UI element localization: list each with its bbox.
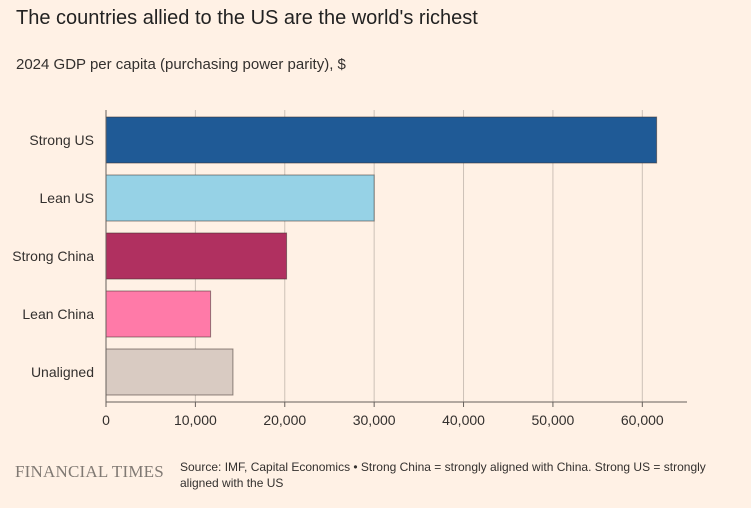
bar-strong-us (105, 116, 658, 164)
category-label: Lean US (40, 190, 94, 206)
chart-title: The countries allied to the US are the w… (16, 7, 478, 29)
x-tick-label: 20,000 (263, 412, 306, 428)
x-tick-label: 10,000 (174, 412, 217, 428)
x-tick-label: 40,000 (442, 412, 485, 428)
x-tick-label: 50,000 (532, 412, 575, 428)
x-tick-label: 30,000 (353, 412, 396, 428)
category-label: Strong US (29, 132, 94, 148)
bars (105, 116, 658, 396)
bar-strong-china (105, 232, 288, 280)
bar-unaligned (105, 348, 234, 396)
chart-subtitle: 2024 GDP per capita (purchasing power pa… (16, 56, 346, 73)
bar-lean-china (105, 290, 212, 338)
x-axis: 0 10,000 20,000 30,000 40,000 50,000 60,000 (102, 110, 687, 428)
category-label: Lean China (22, 306, 94, 322)
bar-lean-us (105, 174, 375, 222)
category-label: Strong China (12, 248, 94, 264)
category-label: Unaligned (31, 364, 94, 380)
x-tick-label: 60,000 (621, 412, 664, 428)
ft-logo: FINANCIAL TIMES (15, 462, 164, 481)
x-tick-label: 0 (102, 412, 110, 428)
source-note: Source: IMF, Capital Economics • Strong … (180, 460, 706, 490)
category-labels: Strong US Lean US Strong China Lean China Un… (12, 132, 94, 380)
